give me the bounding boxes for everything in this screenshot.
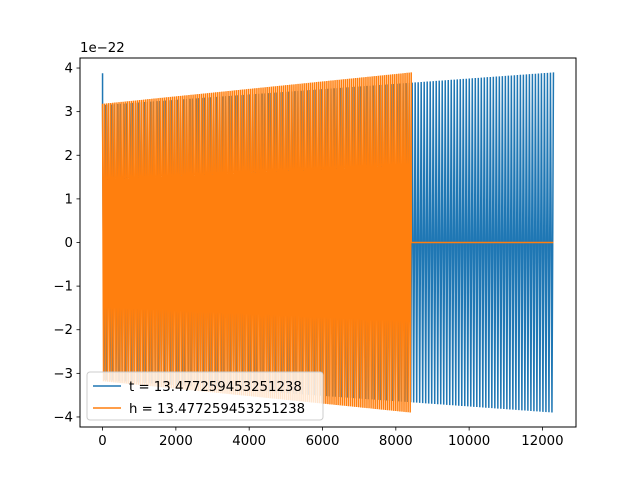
x-tick-label: 10000 bbox=[448, 434, 490, 449]
y-tick-label: 2 bbox=[65, 149, 73, 164]
x-tick-label: 4000 bbox=[232, 434, 266, 449]
y-tick-label: 3 bbox=[65, 105, 73, 120]
legend-label-h: h = 13.477259453251238 bbox=[129, 402, 305, 417]
legend: t = 13.477259453251238 h = 13.4772594532… bbox=[86, 371, 324, 421]
x-axis: 0 2000 4000 6000 8000 10000 12000 bbox=[98, 427, 564, 449]
y-tick-label: −2 bbox=[53, 323, 73, 338]
x-tick-label: 12000 bbox=[521, 434, 563, 449]
y-tick-label: 4 bbox=[65, 62, 73, 77]
y-tick-label: 1 bbox=[65, 192, 73, 207]
x-tick-label: 2000 bbox=[159, 434, 193, 449]
y-tick-label: 0 bbox=[65, 236, 73, 251]
x-tick-label: 6000 bbox=[306, 434, 340, 449]
y-tick-label: −4 bbox=[53, 410, 73, 425]
y-axis: −4 −3 −2 −1 0 1 2 3 4 bbox=[53, 62, 80, 425]
y-tick-label: −3 bbox=[53, 367, 73, 382]
y-offset-label: 1e−22 bbox=[80, 41, 125, 56]
legend-box bbox=[86, 371, 324, 421]
x-tick-label: 8000 bbox=[379, 434, 413, 449]
legend-label-t: t = 13.477259453251238 bbox=[129, 380, 302, 395]
y-tick-label: −1 bbox=[53, 280, 73, 295]
x-tick-label: 0 bbox=[98, 434, 106, 449]
